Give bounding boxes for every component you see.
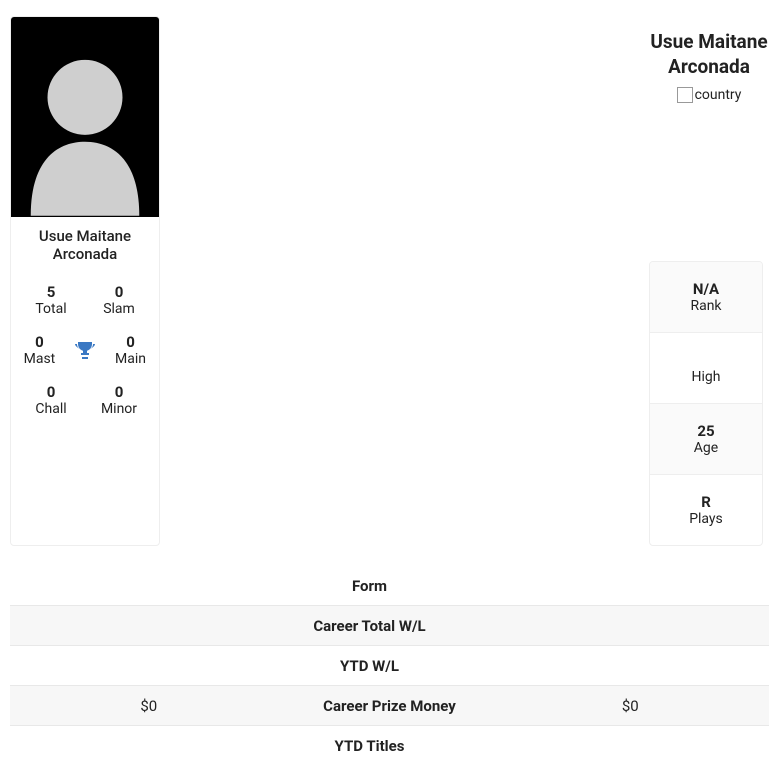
stat-chall: 0Chall (17, 377, 85, 427)
players-overview: Usue Maitane Arconada 5Total 0Slam 0Mast… (10, 16, 769, 546)
stat-minor: 0Minor (85, 377, 153, 427)
ytd-wl-label: YTD W/L (260, 657, 480, 675)
player1-name: Usue Maitane Arconada (11, 217, 159, 277)
ytd-wl-row: YTD W/L (10, 646, 769, 686)
prize-label: Career Prize Money (280, 697, 500, 715)
player1-name-block: Usue Maitane Arconada country N/ARank Hi… (649, 30, 769, 546)
trophy-icon (73, 338, 97, 362)
ytd-titles-label: YTD Titles (260, 737, 480, 755)
player1-name-heading: Usue Maitane Arconada (649, 30, 769, 79)
career-wl-row: Career Total W/L (10, 606, 769, 646)
player1-country: country (677, 87, 742, 103)
rank-row: N/ARank (650, 262, 762, 333)
player-silhouette-icon (11, 27, 159, 217)
stat-mast: 0Mast (17, 327, 62, 377)
plays-row: RPlays (650, 475, 762, 545)
ytd-titles-row: YTD Titles (10, 726, 769, 766)
stat-main: 0Main (108, 327, 153, 377)
stat-slam: 0Slam (85, 277, 153, 327)
age-row: 25Age (650, 404, 762, 475)
trophy (62, 327, 108, 377)
form-row: Form (10, 566, 769, 606)
comparison-table: Form Career Total W/L YTD W/L $0 Career … (10, 566, 769, 766)
stat-total: 5Total (17, 277, 85, 327)
prize-money-row: $0 Career Prize Money $0 (10, 686, 769, 726)
high-row: High (650, 333, 762, 404)
player1-card: Usue Maitane Arconada 5Total 0Slam 0Mast… (10, 16, 160, 546)
p2-prize: $0 (500, 697, 762, 715)
player1-info-card: N/ARank High 25Age RPlays (649, 261, 763, 546)
career-wl-label: Career Total W/L (260, 617, 480, 635)
player1-photo (11, 17, 159, 217)
form-label: Form (260, 577, 480, 595)
p1-prize: $0 (18, 697, 280, 715)
broken-image-icon (677, 87, 693, 103)
